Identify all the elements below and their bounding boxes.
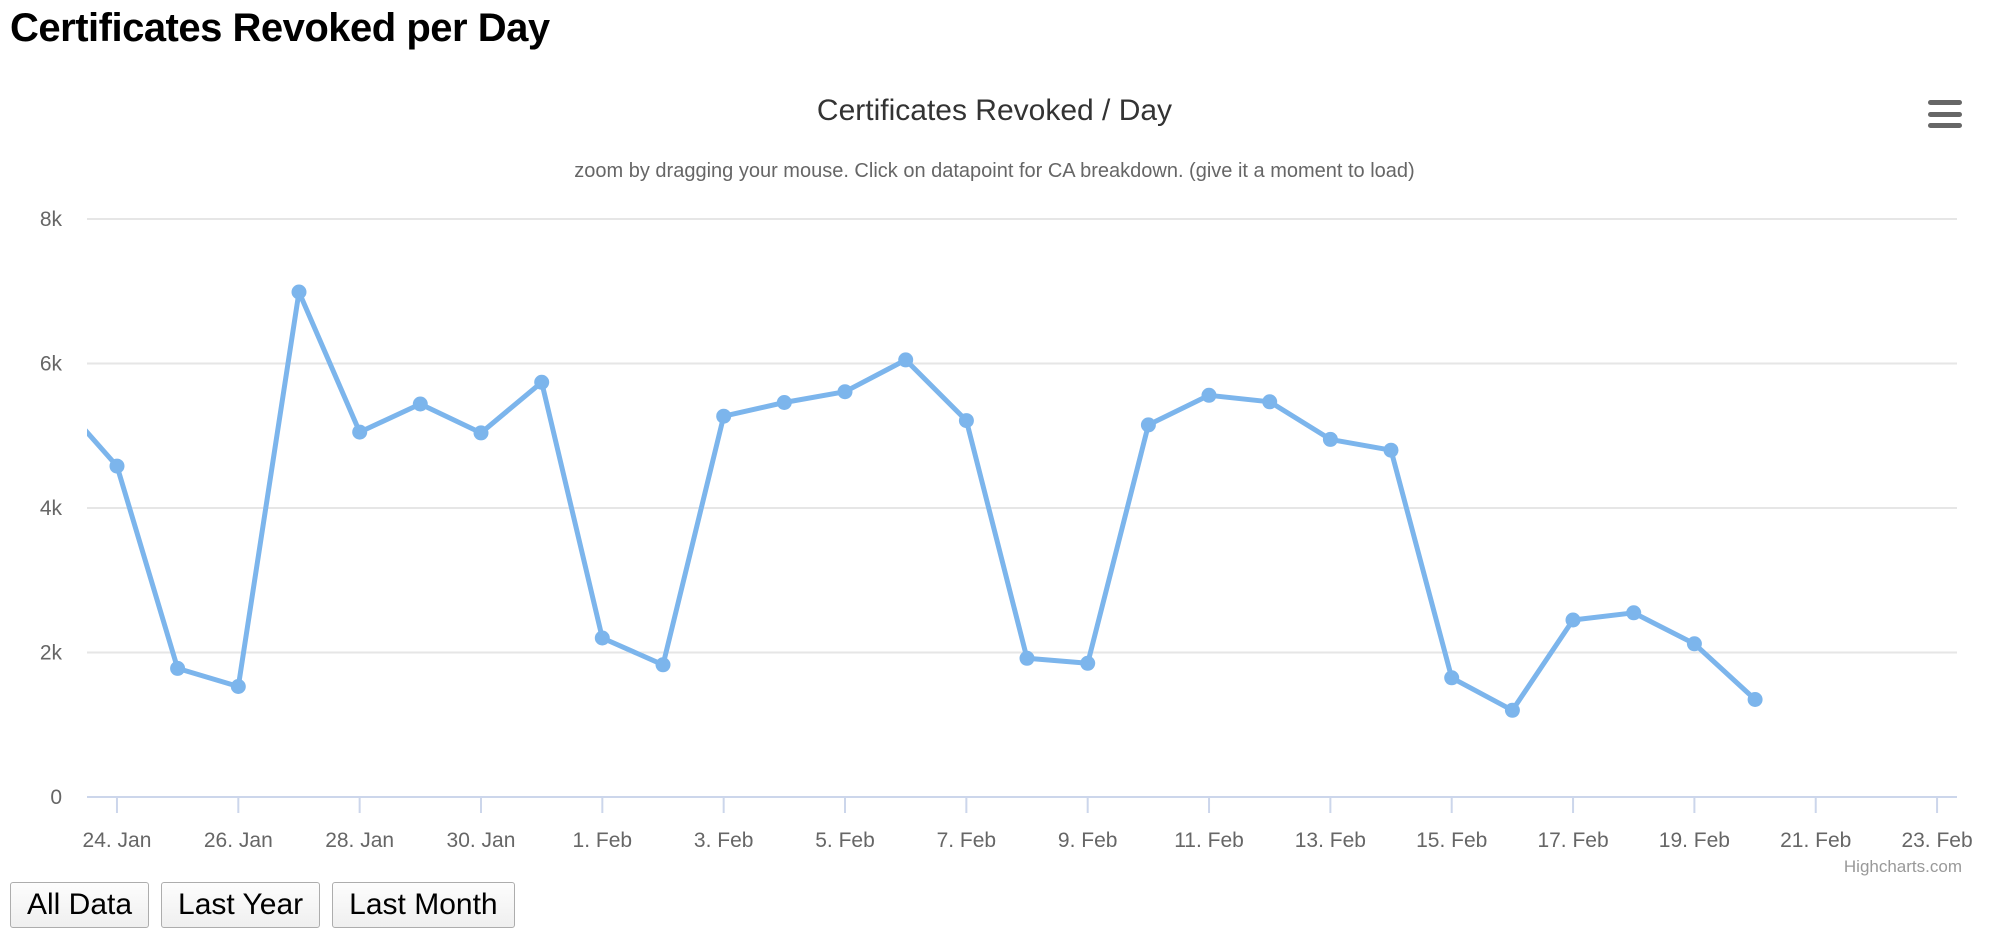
data-point[interactable] (655, 657, 671, 673)
x-axis-label: 24. Jan (83, 829, 152, 852)
data-point[interactable] (594, 630, 610, 646)
data-point[interactable] (837, 384, 853, 400)
range-button-row: All Data Last Year Last Month (10, 882, 515, 928)
data-point[interactable] (534, 374, 550, 390)
data-point[interactable] (1686, 636, 1702, 652)
data-point[interactable] (1626, 605, 1642, 621)
data-point[interactable] (776, 395, 792, 410)
data-point[interactable] (109, 458, 125, 474)
hamburger-icon (1928, 123, 1962, 128)
chart-subtitle: zoom by dragging your mouse. Click on da… (574, 160, 1415, 182)
data-point[interactable] (1262, 394, 1278, 410)
data-point[interactable] (1383, 442, 1399, 458)
page-title: Certificates Revoked per Day (10, 6, 550, 50)
data-point[interactable] (1322, 431, 1338, 447)
last-year-button[interactable]: Last Year (161, 882, 321, 928)
x-axis-label: 9. Feb (1058, 829, 1118, 852)
x-axis-label: 17. Feb (1537, 829, 1608, 852)
y-axis-label: 2k (40, 642, 63, 665)
x-axis-label: 7. Feb (937, 829, 997, 852)
highcharts-container: 2k 4k 6k 8k 0 24. Jan 26. Jan 28. Jan 30. Jan 1. … (0, 60, 1989, 880)
chart-export-menu-button[interactable] (1928, 100, 1962, 128)
last-month-button[interactable]: Last Month (332, 882, 515, 928)
data-point[interactable] (958, 413, 974, 429)
y-axis-label: 4k (40, 497, 63, 520)
data-point[interactable] (473, 425, 489, 441)
y-axis-label: 6k (40, 353, 63, 376)
data-point[interactable] (898, 352, 914, 368)
x-axis-label: 26. Jan (204, 829, 273, 852)
data-point[interactable] (1747, 692, 1763, 707)
data-point[interactable] (1140, 417, 1156, 433)
x-axis-label: 5. Feb (815, 829, 875, 852)
credits-link[interactable]: Highcharts.com (1844, 857, 1962, 876)
y-axis-label: 8k (40, 208, 63, 231)
chart-title: Certificates Revoked / Day (816, 94, 1173, 127)
data-point[interactable] (1201, 387, 1217, 403)
x-axis-label: 15. Feb (1416, 829, 1487, 852)
x-axis-label: 23. Feb (1901, 829, 1972, 852)
data-point[interactable] (170, 660, 186, 676)
all-data-button[interactable]: All Data (10, 882, 150, 928)
data-point[interactable] (1565, 612, 1581, 628)
data-point[interactable] (49, 390, 64, 405)
chart-plot-area[interactable]: 2k 4k 6k 8k 0 24. Jan 26. Jan 28. Jan 30. Jan 1. … (0, 60, 1989, 880)
x-axis-label: 28. Jan (325, 829, 394, 852)
x-axis-label: 21. Feb (1780, 829, 1851, 852)
x-axis-label: 3. Feb (694, 829, 754, 852)
series-group (49, 284, 1763, 718)
data-point[interactable] (291, 284, 307, 300)
hamburger-icon (1928, 111, 1962, 117)
x-axis-label: 13. Feb (1295, 829, 1366, 852)
x-axis-label: 30. Jan (447, 829, 516, 852)
y-axis-label: 0 (50, 786, 62, 809)
data-point[interactable] (1444, 670, 1460, 686)
data-point[interactable] (1080, 655, 1096, 671)
data-point[interactable] (412, 396, 428, 412)
data-point[interactable] (1019, 650, 1035, 666)
x-axis-label: 19. Feb (1659, 829, 1730, 852)
x-axis-label: 11. Feb (1174, 829, 1244, 852)
data-point[interactable] (1504, 702, 1520, 718)
hamburger-icon (1928, 100, 1962, 105)
data-point[interactable] (230, 679, 246, 694)
data-point[interactable] (352, 424, 368, 440)
x-axis-label: 1. Feb (573, 829, 633, 852)
data-point[interactable] (716, 408, 732, 424)
